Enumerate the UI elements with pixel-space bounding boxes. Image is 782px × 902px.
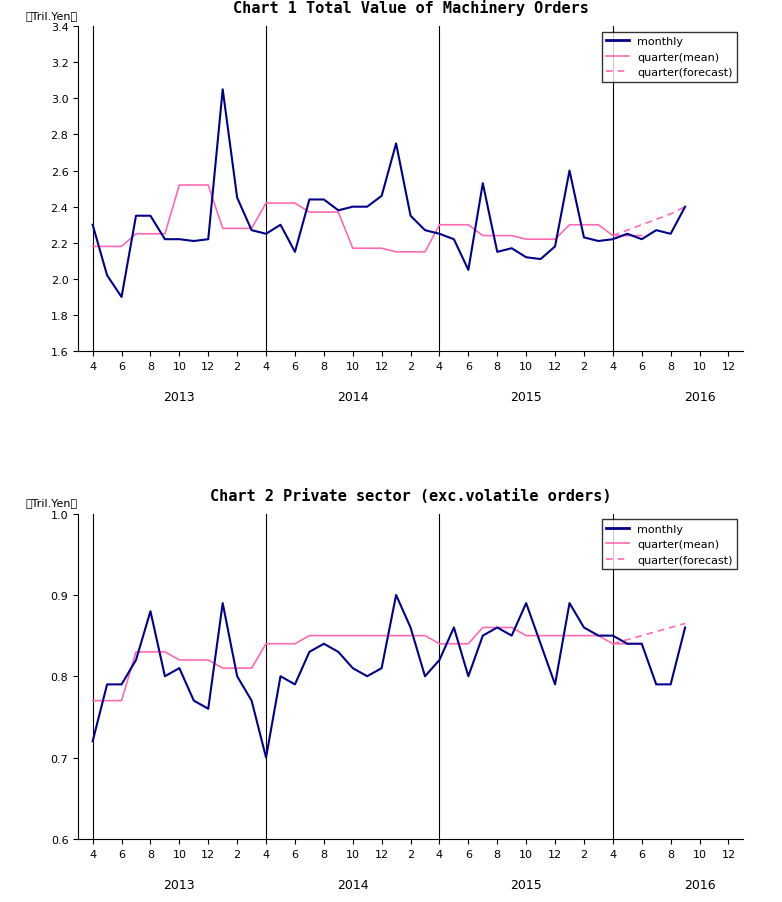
Legend: monthly, quarter(mean), quarter(forecast): monthly, quarter(mean), quarter(forecast…: [602, 32, 737, 83]
Text: 2014: 2014: [337, 878, 368, 891]
Legend: monthly, quarter(mean), quarter(forecast): monthly, quarter(mean), quarter(forecast…: [602, 520, 737, 570]
Title: Chart 2 Private sector (exc.volatile orders): Chart 2 Private sector (exc.volatile ord…: [210, 488, 612, 503]
Text: 2015: 2015: [511, 391, 542, 404]
Text: （Tril.Yen）: （Tril.Yen）: [25, 11, 77, 21]
Text: 2013: 2013: [163, 878, 196, 891]
Text: 2014: 2014: [337, 391, 368, 404]
Text: 2016: 2016: [683, 878, 716, 891]
Text: 2016: 2016: [683, 391, 716, 404]
Text: 2015: 2015: [511, 878, 542, 891]
Title: Chart 1 Total Value of Machinery Orders: Chart 1 Total Value of Machinery Orders: [232, 0, 589, 16]
Text: 2013: 2013: [163, 391, 196, 404]
Text: （Tril.Yen）: （Tril.Yen）: [25, 498, 77, 508]
